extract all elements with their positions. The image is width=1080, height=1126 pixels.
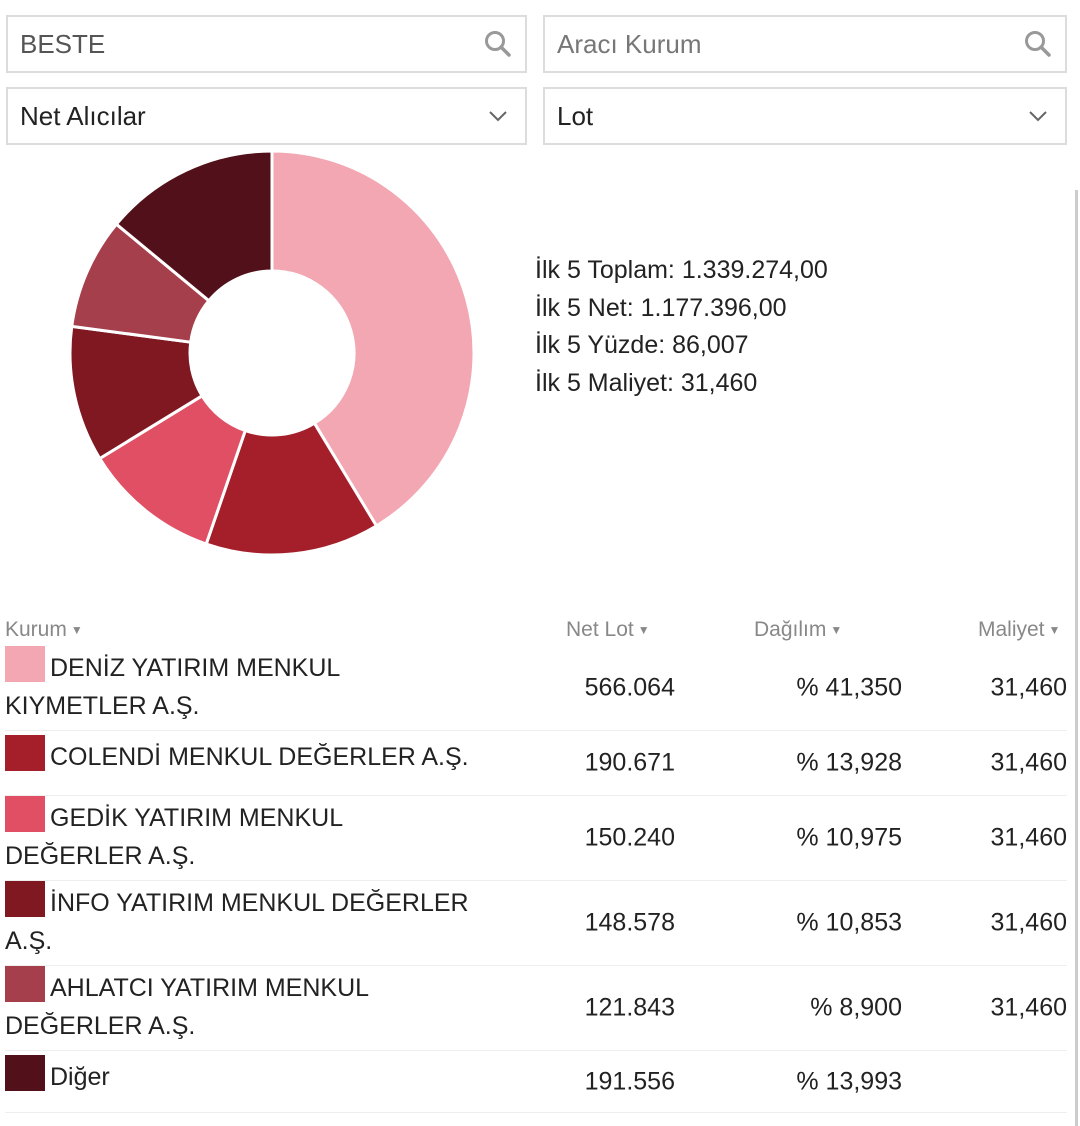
broker-name-text: DENİZ YATIRIM MENKUL KIYMETLER A.Ş. bbox=[5, 654, 340, 720]
sort-caret-icon: ▼ bbox=[637, 623, 650, 638]
chevron-down-icon bbox=[1023, 101, 1053, 131]
color-swatch bbox=[5, 966, 45, 1002]
dagilim: % 8,900 bbox=[810, 993, 902, 1022]
search-icon[interactable] bbox=[1023, 29, 1053, 59]
donut-slice[interactable] bbox=[114, 149, 274, 303]
broker-search-placeholder: Aracı Kurum bbox=[557, 28, 702, 59]
broker-name: GEDİK YATIRIM MENKUL DEĞERLER A.Ş. bbox=[5, 796, 475, 875]
table-row[interactable]: İNFO YATIRIM MENKUL DEĞERLER A.Ş. 148.57… bbox=[5, 881, 1067, 966]
table-row[interactable]: AHLATCI YATIRIM MENKUL DEĞERLER A.Ş. 121… bbox=[5, 966, 1067, 1051]
maliyet: 31,460 bbox=[990, 908, 1067, 937]
maliyet: 31,460 bbox=[990, 993, 1067, 1022]
sort-caret-icon: ▼ bbox=[830, 623, 843, 638]
broker-search-input[interactable]: Aracı Kurum bbox=[543, 15, 1067, 73]
table-row[interactable]: DENİZ YATIRIM MENKUL KIYMETLER A.Ş. 566.… bbox=[5, 646, 1067, 731]
unit-select[interactable]: Lot bbox=[543, 87, 1067, 145]
broker-name-text: AHLATCI YATIRIM MENKUL DEĞERLER A.Ş. bbox=[5, 974, 369, 1040]
net-lot: 566.064 bbox=[584, 673, 675, 702]
header-maliyet-label: Maliyet bbox=[978, 618, 1045, 641]
broker-name-text: COLENDİ MENKUL DEĞERLER A.Ş. bbox=[50, 743, 469, 771]
header-maliyet[interactable]: Maliyet ▼ bbox=[978, 618, 1060, 642]
stock-search-value: BESTE bbox=[20, 28, 106, 59]
color-swatch bbox=[5, 1055, 45, 1091]
side-select[interactable]: Net Alıcılar bbox=[6, 87, 527, 145]
net-lot: 148.578 bbox=[584, 908, 675, 937]
maliyet: 31,460 bbox=[990, 748, 1067, 777]
color-swatch bbox=[5, 881, 45, 917]
header-kurum-label: Kurum bbox=[5, 618, 67, 641]
broker-name: AHLATCI YATIRIM MENKUL DEĞERLER A.Ş. bbox=[5, 966, 475, 1045]
net-lot: 121.843 bbox=[584, 993, 675, 1022]
broker-name-text: Diğer bbox=[50, 1063, 110, 1091]
broker-name: COLENDİ MENKUL DEĞERLER A.Ş. bbox=[5, 735, 475, 776]
header-kurum[interactable]: Kurum ▼ bbox=[5, 618, 83, 642]
sort-caret-icon: ▼ bbox=[70, 623, 83, 638]
side-select-value: Net Alıcılar bbox=[20, 100, 146, 131]
dagilim: % 13,993 bbox=[796, 1067, 902, 1095]
sort-caret-icon: ▼ bbox=[1048, 623, 1061, 638]
table-row[interactable]: Diğer 191.556 % 13,993 bbox=[5, 1051, 1067, 1113]
donut-chart bbox=[68, 149, 476, 557]
dagilim: % 13,928 bbox=[796, 748, 902, 777]
summary-top5-percent: İlk 5 Yüzde: 86,007 bbox=[535, 331, 749, 359]
table-row[interactable]: COLENDİ MENKUL DEĞERLER A.Ş. 190.671 % 1… bbox=[5, 731, 1067, 796]
maliyet: 31,460 bbox=[990, 823, 1067, 852]
chevron-down-icon bbox=[483, 101, 513, 131]
search-icon[interactable] bbox=[483, 29, 513, 59]
donut-slice[interactable] bbox=[204, 421, 378, 557]
broker-name-text: GEDİK YATIRIM MENKUL DEĞERLER A.Ş. bbox=[5, 804, 343, 870]
net-lot: 190.671 bbox=[584, 748, 675, 777]
donut-slice[interactable] bbox=[270, 149, 476, 528]
broker-name-text: İNFO YATIRIM MENKUL DEĞERLER A.Ş. bbox=[5, 889, 469, 955]
net-lot: 150.240 bbox=[584, 823, 675, 852]
maliyet: 31,460 bbox=[990, 673, 1067, 702]
summary-top5-total: İlk 5 Toplam: 1.339.274,00 bbox=[535, 256, 828, 284]
color-swatch bbox=[5, 796, 45, 832]
unit-select-value: Lot bbox=[557, 100, 594, 131]
stock-search-input[interactable]: BESTE bbox=[6, 15, 527, 73]
dagilim: % 10,853 bbox=[796, 908, 902, 937]
header-net-lot[interactable]: Net Lot ▼ bbox=[566, 618, 650, 642]
summary-top5-net: İlk 5 Net: 1.177.396,00 bbox=[535, 293, 787, 322]
header-dagilim-label: Dağılım bbox=[754, 618, 827, 641]
header-net-lot-label: Net Lot bbox=[566, 618, 634, 641]
dagilim: % 10,975 bbox=[796, 823, 902, 852]
summary-stats: İlk 5 Toplam: 1.339.274,00 İlk 5 Net: 1.… bbox=[535, 252, 828, 402]
broker-name: DENİZ YATIRIM MENKUL KIYMETLER A.Ş. bbox=[5, 646, 475, 725]
broker-name: İNFO YATIRIM MENKUL DEĞERLER A.Ş. bbox=[5, 881, 475, 960]
dagilim: % 41,350 bbox=[796, 673, 902, 702]
scrollbar[interactable] bbox=[1075, 190, 1078, 1126]
broker-name: Diğer bbox=[5, 1055, 475, 1096]
color-swatch bbox=[5, 735, 45, 771]
net-lot: 191.556 bbox=[584, 1067, 675, 1095]
summary-top5-cost: İlk 5 Maliyet: 31,460 bbox=[535, 368, 758, 397]
table-row[interactable]: GEDİK YATIRIM MENKUL DEĞERLER A.Ş. 150.2… bbox=[5, 796, 1067, 881]
color-swatch bbox=[5, 646, 45, 682]
header-dagilim[interactable]: Dağılım ▼ bbox=[754, 618, 842, 642]
